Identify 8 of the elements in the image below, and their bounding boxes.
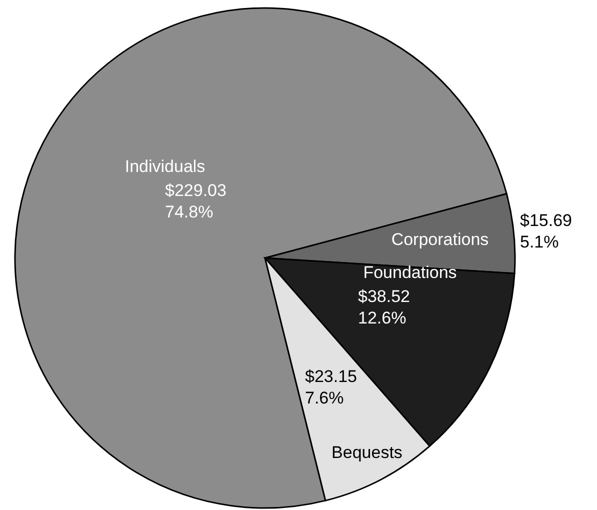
data-label: $229.03 74.8% [165,181,226,222]
slice-label: Bequests [332,443,402,462]
slice-label: Foundations [363,263,457,282]
slice-label: Individuals [124,157,206,176]
data-label: $38.52 12.6% [358,287,410,328]
data-label: $15.69 5.1% [520,211,572,252]
slice-label: Corporations [391,230,489,249]
data-label: $23.15 7.6% [305,367,357,408]
